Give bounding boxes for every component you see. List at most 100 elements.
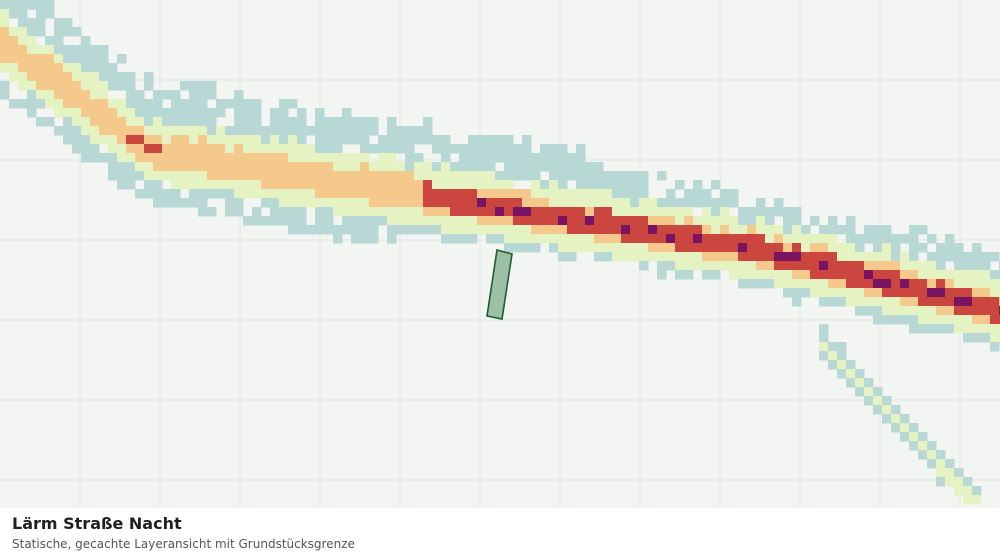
noise-cell <box>171 99 181 109</box>
noise-cell <box>927 270 937 280</box>
noise-cell <box>468 207 478 217</box>
noise-cell <box>855 387 865 397</box>
noise-cell <box>873 306 883 316</box>
noise-cell <box>180 180 190 190</box>
noise-cell <box>639 198 649 208</box>
noise-cell <box>81 135 91 145</box>
noise-cell <box>126 144 136 154</box>
noise-cell <box>729 198 739 208</box>
noise-cell <box>126 180 136 190</box>
noise-cell <box>180 144 190 154</box>
noise-cell <box>990 306 1000 316</box>
noise-cell <box>288 180 298 190</box>
noise-cell <box>909 270 919 280</box>
noise-cell <box>603 225 613 235</box>
noise-cell <box>891 270 901 280</box>
noise-cell <box>477 207 487 217</box>
noise-cell <box>855 252 865 262</box>
noise-cell <box>189 135 199 145</box>
noise-cell <box>333 153 343 163</box>
noise-cell <box>306 162 316 172</box>
noise-cell <box>792 288 802 298</box>
noise-cell <box>864 252 874 262</box>
noise-cell <box>477 171 487 181</box>
noise-cell <box>765 279 775 289</box>
noise-cell <box>189 171 199 181</box>
noise-cell <box>117 153 127 163</box>
noise-cell <box>324 135 334 145</box>
noise-cell <box>369 225 379 235</box>
noise-cell <box>225 162 235 172</box>
noise-cell <box>342 171 352 181</box>
noise-cell <box>198 153 208 163</box>
noise-cell <box>936 324 946 334</box>
noise-cell <box>342 189 352 199</box>
noise-cell <box>819 225 829 235</box>
noise-cell <box>810 279 820 289</box>
map-title: Lärm Straße Nacht <box>12 514 182 533</box>
noise-cell <box>756 234 766 244</box>
noise-cell <box>387 180 397 190</box>
noise-cell <box>297 135 307 145</box>
noise-cell <box>891 243 901 253</box>
noise-cell <box>99 72 109 82</box>
noise-cell <box>747 216 757 226</box>
noise-cell <box>702 270 712 280</box>
noise-cell <box>180 198 190 208</box>
noise-cell <box>342 117 352 127</box>
noise-cell <box>585 225 595 235</box>
noise-cell <box>126 81 136 91</box>
noise-cell <box>378 162 388 172</box>
noise-cell <box>540 225 550 235</box>
noise-cell <box>693 180 703 190</box>
parcel-boundary[interactable] <box>486 248 513 320</box>
noise-cell <box>549 216 559 226</box>
noise-cell <box>144 171 154 181</box>
noise-cell <box>657 243 667 253</box>
noise-cell <box>792 234 802 244</box>
noise-cell <box>153 189 163 199</box>
noise-cell <box>36 27 46 37</box>
noise-cell <box>972 486 982 496</box>
noise-cell <box>36 18 46 28</box>
noise-cell <box>513 198 523 208</box>
noise-cell <box>504 216 514 226</box>
noise-cell <box>99 63 109 73</box>
noise-cell <box>387 207 397 217</box>
noise-cell <box>873 315 883 325</box>
noise-cell <box>72 126 82 136</box>
noise-cell <box>45 99 55 109</box>
noise-cell <box>207 153 217 163</box>
noise-cell <box>261 126 271 136</box>
noise-cell <box>63 81 73 91</box>
noise-cell <box>828 297 838 307</box>
noise-cell <box>531 234 541 244</box>
noise-cell <box>729 270 739 280</box>
noise-cell <box>153 198 163 208</box>
noise-cell <box>810 252 820 262</box>
noise-cell <box>900 234 910 244</box>
noise-cell <box>621 198 631 208</box>
noise-cell <box>99 108 109 118</box>
noise-cell <box>918 225 928 235</box>
noise-cell <box>504 207 514 217</box>
noise-cell <box>702 261 712 271</box>
noise-cell <box>486 171 496 181</box>
noise-cell <box>18 45 28 55</box>
noise-cell <box>558 180 568 190</box>
noise-cell <box>189 162 199 172</box>
noise-cell <box>702 243 712 253</box>
noise-cell <box>432 198 442 208</box>
noise-cell <box>837 351 847 361</box>
noise-cell <box>63 54 73 64</box>
noise-cell <box>612 252 622 262</box>
noise-cell <box>603 216 613 226</box>
noise-cell <box>720 252 730 262</box>
noise-cell <box>558 171 568 181</box>
noise-cell <box>846 360 856 370</box>
noise-cell <box>135 117 145 127</box>
noise-cell <box>216 144 226 154</box>
noise-cell <box>540 198 550 208</box>
noise-cell <box>135 171 145 181</box>
